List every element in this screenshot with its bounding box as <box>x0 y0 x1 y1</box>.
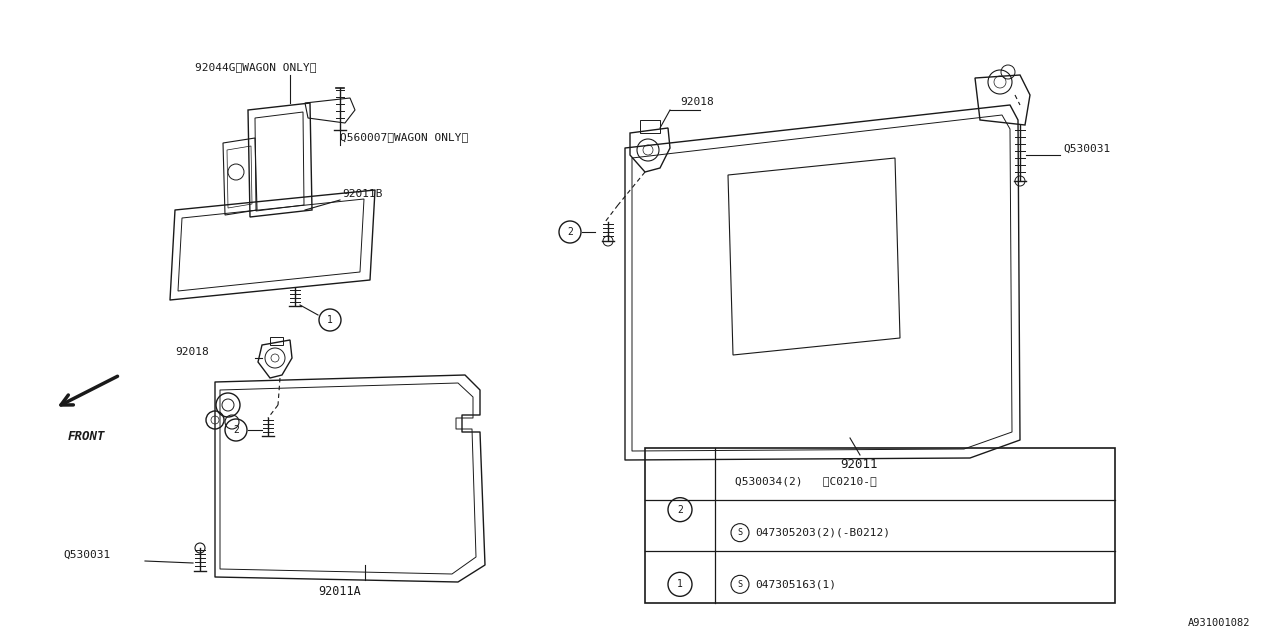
Text: S: S <box>737 528 742 537</box>
Text: Q560007（WAGON ONLY）: Q560007（WAGON ONLY） <box>340 132 468 142</box>
Text: 92044G（WAGON ONLY）: 92044G（WAGON ONLY） <box>195 62 316 72</box>
Text: Q530034(2)   〈C0210-〉: Q530034(2) 〈C0210-〉 <box>735 476 877 486</box>
Text: Q530031: Q530031 <box>63 550 110 560</box>
Text: 047305163(1): 047305163(1) <box>755 579 836 589</box>
Text: 047305203(2)(-B0212): 047305203(2)(-B0212) <box>755 527 890 538</box>
Text: 92011B: 92011B <box>342 189 383 199</box>
Text: 2: 2 <box>677 505 684 515</box>
Text: A931001082: A931001082 <box>1188 618 1251 628</box>
Text: 1: 1 <box>677 579 684 589</box>
Text: 1: 1 <box>328 315 333 325</box>
Text: 92018: 92018 <box>175 347 209 357</box>
Text: Q530031: Q530031 <box>1062 144 1110 154</box>
Text: 92011: 92011 <box>840 458 878 471</box>
Text: 92018: 92018 <box>680 97 714 107</box>
Text: FRONT: FRONT <box>68 430 105 443</box>
Text: 2: 2 <box>567 227 573 237</box>
Text: 2: 2 <box>233 425 239 435</box>
Text: S: S <box>737 580 742 589</box>
Text: 92011A: 92011A <box>317 585 361 598</box>
